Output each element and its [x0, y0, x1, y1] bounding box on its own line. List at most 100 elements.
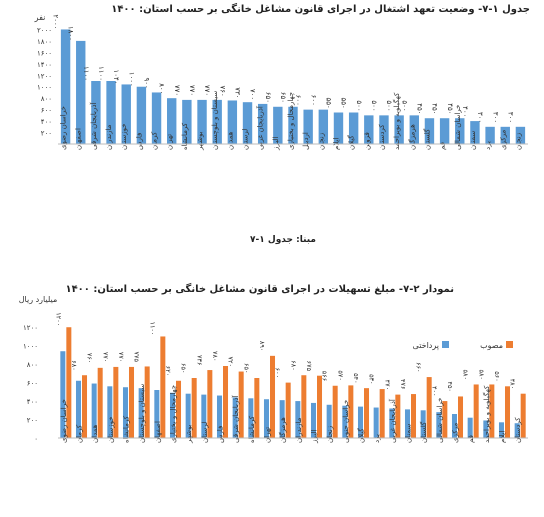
chart1-value-label: ۱۰۴۰ [112, 69, 120, 84]
chart1-bar [333, 112, 344, 144]
chart1-value-label: ۳۰۰ [506, 112, 514, 123]
chart2-category-label: گیلان [357, 428, 366, 443]
chart2-bar-paid [232, 397, 238, 438]
chart1-y-tick: ۱۲۰۰ [37, 72, 52, 80]
chart1-value-label: ۴۵۰ [415, 103, 423, 114]
chart2-bar-approved [207, 370, 213, 438]
chart1-category-label: قم [439, 142, 447, 150]
chart1-value-label: ۵۰۰ [370, 100, 378, 111]
chart1-category-label: گلستان [422, 128, 431, 150]
chart1-category-label: تهران [166, 134, 174, 150]
chart1-value-label: ۸۰۰ [158, 83, 166, 94]
chart1-y-tick: ۲۰۰۰ [37, 26, 52, 34]
chart1-category-label: خراسان شمالی [454, 104, 462, 150]
chart1-y-tick: ۱۶۰۰ [37, 49, 52, 57]
chart2-bar-paid [138, 388, 144, 438]
chart2-bar-paid [467, 417, 473, 438]
chart1-category-label: همدان [226, 131, 234, 150]
chart1-value-label: ۷۷۰ [188, 85, 196, 96]
chart1-bar [470, 121, 480, 144]
chart1-bar [121, 84, 131, 144]
chart2-bar-paid [420, 410, 426, 438]
chart2-value-label: ۷۸۰ [211, 351, 219, 361]
chart2-bar-paid [107, 386, 113, 438]
chart2-bar-approved [82, 375, 88, 438]
chart2-bar-approved [520, 393, 526, 438]
chart2-category-label: همدان [91, 424, 99, 443]
chart1-category-label: قزوین [363, 132, 371, 150]
chart2-value-label: ۴۷۶ [399, 379, 407, 389]
chart2-category-label: بوشهر [185, 424, 193, 444]
chart2-bar-approved [301, 375, 307, 438]
chart1-y-tick: ۱۸۰۰ [37, 38, 52, 46]
chart1-y-tick: ۸۰۰ [41, 95, 52, 103]
chart1-bar [212, 99, 222, 144]
chart2-value-label: ۶۰۰ [274, 368, 282, 378]
chart1-bar [394, 115, 404, 144]
chart2-bar-approved [411, 394, 417, 438]
chart2-value-label: ۸۹۰ [258, 341, 266, 351]
chart1-value-label: ۴۵۰ [431, 103, 439, 114]
chart2-legend-label-approved: مصوب [480, 341, 503, 350]
chart1-category-label: گیلان [347, 135, 356, 150]
chart1-value-label: ۷۳۰ [234, 87, 242, 98]
chart1-y-tick: ۲۰۰ [41, 130, 52, 138]
chart2-bar-paid [216, 395, 222, 438]
chart1-value-label: ۵۰۰ [385, 100, 393, 111]
chart1-category-label: اردبیل [302, 132, 310, 150]
chart2-category-label: مازندران [295, 417, 303, 443]
chart1-bar [379, 115, 389, 144]
chart1-bar [455, 118, 465, 144]
chart1-value-label: ۷۰۰ [249, 89, 257, 100]
chart1-category-label: مرکزی [499, 129, 507, 150]
chart1-bar [288, 106, 298, 144]
chart2-category-label: کرمان [76, 424, 84, 443]
chart1-bar [167, 98, 177, 144]
chart2-value-label: ۴۵۰ [446, 381, 454, 391]
chart1-bar [197, 99, 207, 144]
chart2-category-label: مرکزی [452, 422, 460, 443]
chart1-bar [348, 112, 359, 144]
chart2-value-label: ۵۳۰ [368, 374, 376, 384]
chart2-value-label: ۱۲۰۰ [54, 312, 62, 326]
chart2-category-label: هرمزگان [278, 417, 287, 443]
chart2-y-tick: ۸۰۰ [27, 361, 38, 369]
chart1-y-tick: ۱۰۰۰ [37, 84, 52, 92]
chart2-value-label: ۴۷۰ [383, 380, 391, 390]
chart2-bar-paid [122, 387, 128, 438]
chart2-bar-paid [248, 398, 254, 438]
chart2-category-label: گلستان [419, 421, 428, 443]
chart2-bar-approved [473, 384, 479, 438]
chart2-category-label: سمنان [405, 424, 413, 443]
chart2-y-tick: ۱۲۰۰ [23, 324, 38, 332]
chart2-category-label: چهارمحال و بختیاری [170, 385, 178, 443]
chart2-value-label: ۵۷۰ [336, 370, 344, 380]
chart2-bar-paid [310, 402, 316, 438]
chart2-bar-paid [295, 401, 301, 438]
chart2-bar-approved [176, 380, 182, 438]
chart2-category-label: فارس [217, 426, 225, 443]
chart1-bar [91, 81, 101, 144]
chart2-category-label: لرستان [201, 422, 209, 443]
chart2-y-tick: ۶۰۰ [27, 380, 38, 388]
chart1-bar [136, 86, 147, 144]
chart2-category-label: کرمانشاه [123, 415, 131, 443]
chart2-category-label: خراسان شمالی [436, 397, 444, 443]
chart1-bar [257, 103, 268, 144]
chart1-category-label: زنجان [317, 133, 325, 150]
chart2-bar-paid [404, 409, 410, 438]
chart1-y-tick: ۴۰۰ [41, 118, 52, 126]
chart1-bar [273, 106, 283, 144]
chart1-y-unit: نفر [34, 13, 46, 22]
chart2-category-label: ایلام [499, 431, 507, 443]
chart2-legend-label-paid: پرداختی [413, 341, 439, 350]
chart1-bar [439, 118, 450, 144]
chart1-category-label: آذربایجان شرقی [89, 102, 98, 150]
chart2-bar-approved [458, 396, 464, 438]
chart1-value-label: ۱۸۰۰ [67, 26, 75, 41]
chart2-bar-paid [201, 394, 207, 438]
chart2-value-label: ۷۷۰ [101, 352, 109, 362]
chart1-value-label: ۵۵۰ [324, 98, 332, 109]
chart2-category-label: تهران [264, 427, 272, 443]
chart1-bar [318, 109, 329, 144]
